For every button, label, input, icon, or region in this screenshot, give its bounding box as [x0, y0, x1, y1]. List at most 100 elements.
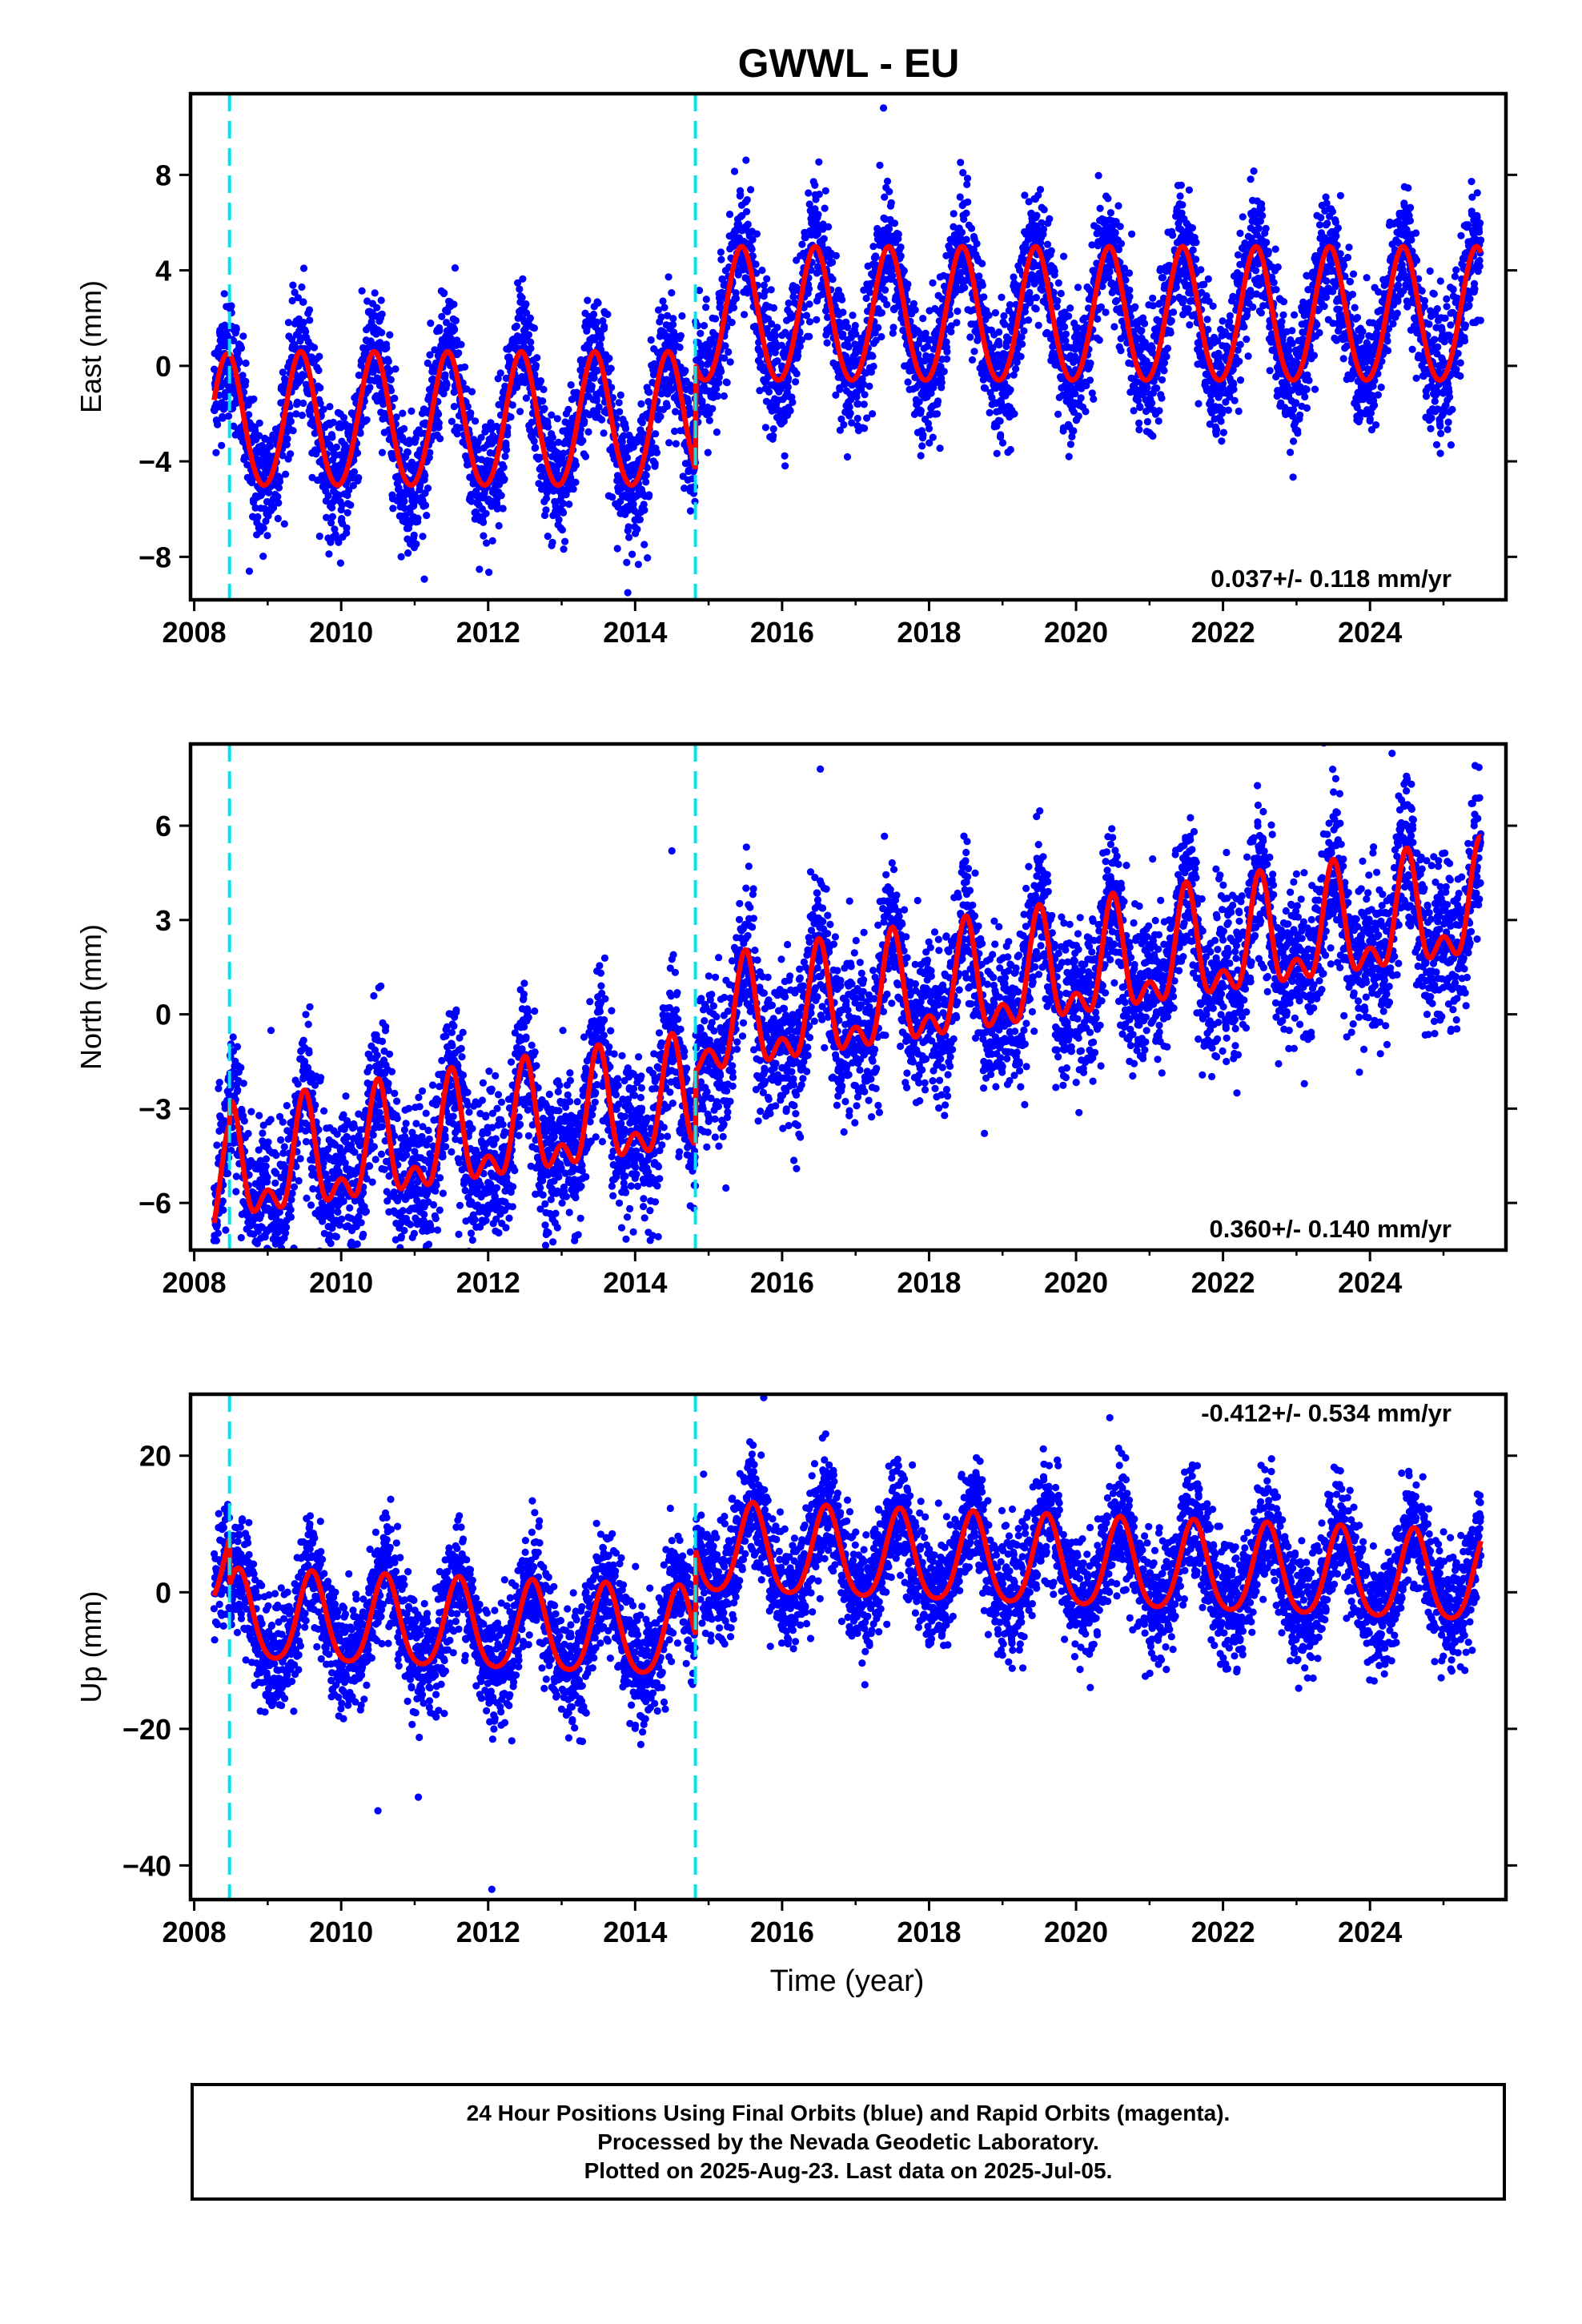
data-point — [821, 204, 829, 212]
data-point — [1106, 267, 1114, 276]
data-point — [443, 380, 451, 388]
data-point — [450, 300, 458, 308]
data-point — [319, 405, 327, 413]
data-point — [427, 320, 435, 328]
data-point — [967, 224, 976, 232]
data-point — [536, 377, 545, 385]
data-point — [938, 378, 946, 387]
data-point — [378, 310, 386, 318]
data-point — [792, 378, 800, 386]
data-point — [266, 442, 275, 450]
data-point — [959, 169, 967, 177]
data-point — [485, 569, 493, 577]
data-point — [323, 513, 331, 521]
data-point — [753, 230, 761, 238]
data-point — [697, 329, 705, 337]
data-point — [347, 501, 355, 509]
data-point — [1169, 231, 1177, 239]
data-point — [293, 398, 301, 406]
data-point — [530, 324, 539, 332]
data-point — [412, 540, 420, 549]
data-point — [600, 429, 608, 437]
data-point — [572, 478, 580, 486]
data-point — [254, 513, 262, 521]
data-point — [315, 533, 323, 541]
data-point — [1203, 316, 1211, 324]
data-point — [1066, 304, 1074, 312]
data-point — [1046, 215, 1054, 223]
data-point — [263, 532, 271, 540]
data-point — [1186, 321, 1194, 329]
data-point — [995, 328, 1003, 336]
data-point — [642, 478, 650, 486]
data-point — [275, 499, 283, 507]
data-point — [911, 306, 919, 314]
data-point — [395, 484, 403, 492]
data-point — [378, 448, 387, 456]
data-point — [1061, 323, 1069, 331]
data-point — [533, 354, 541, 362]
data-point — [291, 288, 299, 296]
data-point — [954, 308, 962, 316]
data-point — [590, 310, 598, 319]
data-point — [404, 549, 412, 557]
data-point — [328, 433, 336, 441]
data-point — [516, 408, 524, 416]
data-point — [743, 207, 751, 215]
data-point — [239, 372, 247, 380]
data-point — [353, 449, 362, 457]
data-point — [1074, 412, 1082, 420]
data-point — [883, 177, 892, 185]
data-point — [889, 271, 897, 279]
data-point — [1025, 316, 1033, 324]
data-point — [784, 383, 792, 391]
data-point — [1192, 239, 1200, 247]
data-point — [1104, 195, 1112, 203]
data-point — [499, 505, 507, 513]
data-point — [1032, 305, 1040, 313]
data-point — [555, 516, 563, 524]
data-point — [1018, 340, 1026, 348]
data-point — [450, 403, 459, 411]
data-point — [567, 381, 575, 389]
data-point — [345, 486, 353, 494]
data-point — [421, 471, 429, 480]
data-point — [1184, 305, 1192, 313]
data-point — [580, 417, 588, 425]
data-point — [1131, 303, 1139, 311]
data-point — [275, 484, 283, 492]
data-point — [366, 384, 374, 392]
data-point — [242, 377, 250, 385]
data-point — [773, 324, 781, 332]
data-point — [1158, 274, 1167, 282]
data-point — [765, 388, 773, 396]
data-point — [404, 448, 412, 456]
data-point — [713, 392, 722, 400]
data-point — [877, 309, 885, 317]
data-point — [605, 354, 613, 362]
data-point — [676, 344, 684, 352]
data-point — [1160, 367, 1168, 375]
data-point — [940, 368, 948, 376]
data-point — [451, 325, 459, 334]
data-point — [1143, 384, 1151, 392]
data-point — [419, 533, 427, 541]
data-point — [527, 338, 535, 346]
data-point — [615, 399, 623, 407]
data-point — [1155, 407, 1163, 415]
data-point — [1160, 359, 1169, 367]
data-point — [584, 296, 592, 304]
data-point — [316, 400, 324, 408]
data-point — [805, 332, 813, 340]
data-point — [1195, 400, 1203, 408]
data-point — [786, 407, 794, 415]
data-point — [877, 332, 885, 341]
data-point — [522, 394, 531, 402]
data-point — [677, 332, 685, 340]
data-point — [840, 420, 848, 429]
data-point — [1126, 286, 1134, 294]
data-point — [504, 431, 512, 439]
data-point — [978, 281, 986, 289]
data-point — [900, 267, 908, 275]
